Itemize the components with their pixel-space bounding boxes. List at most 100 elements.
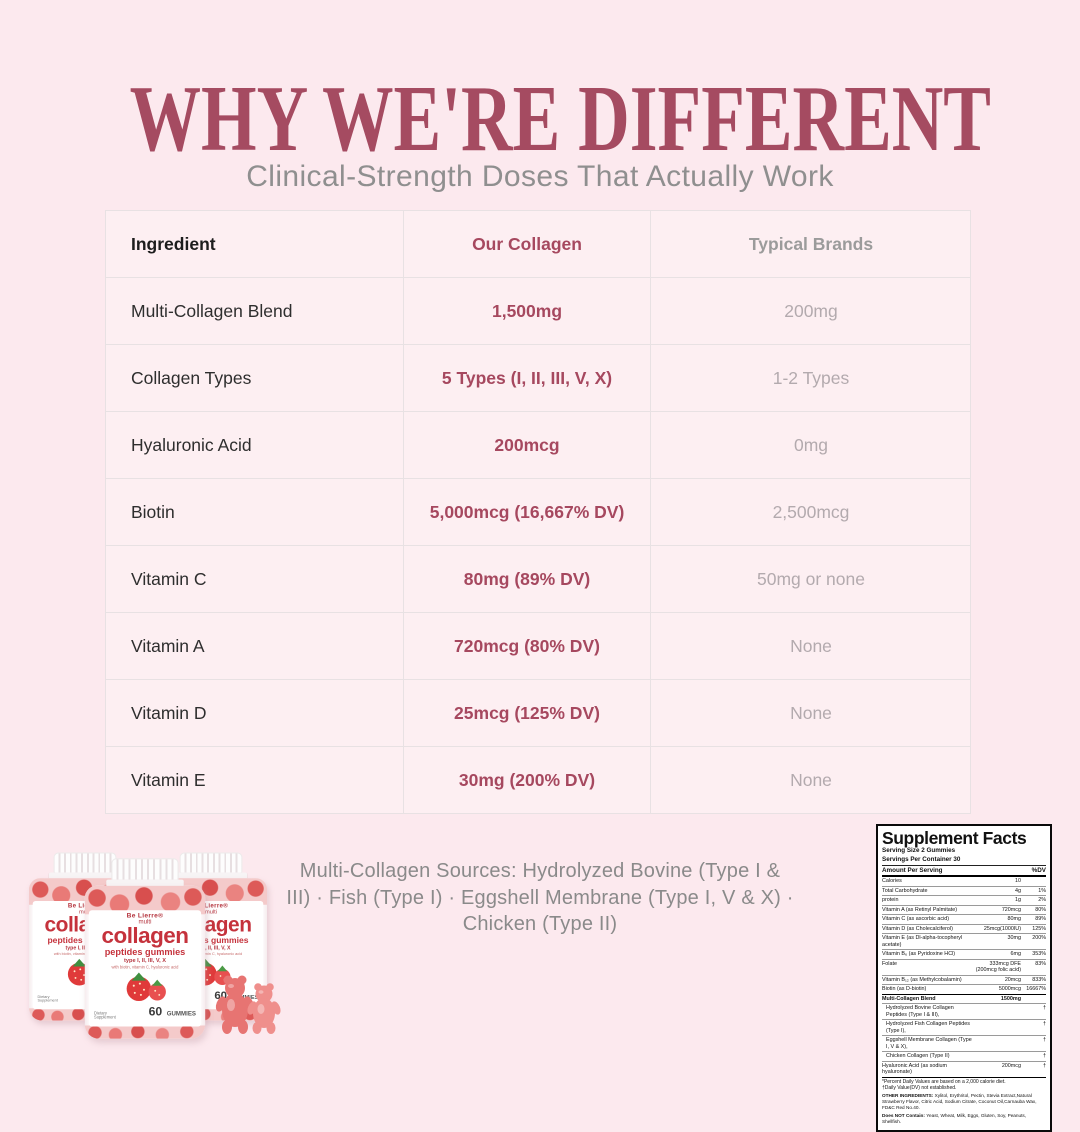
typical-brands-cell: None	[790, 769, 832, 790]
typical-brands-cell: None	[790, 635, 832, 656]
facts-row: Eggshell Membrane Collagen (Type I, V & …	[882, 1035, 1046, 1051]
gummies-through-bottle	[84, 885, 206, 915]
our-collagen-cell: 5 Types (I, II, III, V, X)	[404, 345, 651, 411]
facts-nutrient-name: Vitamin B₆ (as Pyridoxine HCl)	[882, 951, 956, 958]
facts-amount: 200mcg	[1001, 1062, 1021, 1069]
facts-dv-label: %DV	[1031, 867, 1046, 875]
typical-brands-cell: 0mg	[793, 434, 829, 455]
label-multi: multi	[204, 909, 218, 916]
facts-amount: 4g	[1015, 887, 1021, 894]
product-subname: peptides gummies	[104, 946, 186, 958]
facts-dv: 200%	[1032, 935, 1046, 942]
page-title: WHY WE'RE DIFFERENT	[129, 67, 991, 171]
label-tagline: with biotin, vitamin C, hyaluronic acid	[179, 951, 243, 956]
facts-dv: †	[1043, 1037, 1046, 1044]
gummy-count: 60	[148, 1003, 163, 1019]
typical-brands-cell: 2,500mcg	[772, 501, 850, 522]
facts-nutrient-name: Hydrolyzed Bovine Collagen Peptides (Typ…	[886, 1005, 954, 1018]
facts-row: Vitamin C (as ascorbic acid) 80mg 89%	[882, 914, 1046, 923]
count-group: 60 GUMMIES	[149, 1002, 196, 1020]
ingredient-cell: Vitamin E	[106, 747, 404, 813]
facts-amount: 6mg	[1010, 951, 1022, 958]
typical-brands-cell: None	[790, 702, 832, 723]
ingredient-cell: Vitamin C	[106, 546, 404, 612]
facts-nutrient-name: Vitamin B₁₂ (as Methylcobalamin)	[882, 976, 962, 983]
table-row: Vitamin D 25mcg (125% DV) None	[106, 679, 970, 746]
facts-nutrient-name: Vitamin A (as Retinyl Palmitate)	[882, 906, 958, 913]
facts-amount: 1500mg	[1000, 995, 1021, 1002]
facts-amount: 25mcg(1000IU)	[983, 925, 1021, 932]
facts-dv: 89%	[1035, 916, 1046, 923]
facts-nutrient-name: Hydrolyzed Fish Collagen Peptides (Type …	[886, 1021, 970, 1034]
facts-nutrient-name: Calories	[882, 878, 902, 885]
facts-amount-header: Amount Per Serving %DV	[882, 865, 1046, 878]
facts-row: Hyaluronic Acid (as sodium hyaluronate) 2…	[882, 1060, 1046, 1077]
typical-brands-cell: 50mg or none	[757, 568, 865, 589]
table-row: Vitamin C 80mg (89% DV) 50mg or none	[106, 545, 970, 612]
facts-row: Vitamin B₁₂ (as Methylcobalamin) 20mcg 833…	[882, 974, 1046, 984]
dietary-supplement-text: Dietary Supplement	[37, 993, 58, 1003]
table-header-row: Ingredient Our Collagen Typical Brands	[106, 211, 970, 277]
our-collagen-header: Our Collagen	[404, 211, 651, 277]
facts-row: Vitamin B₆ (as Pyridoxine HCl) 6mg 353%	[882, 949, 1046, 958]
product-subname: peptides gummies	[173, 935, 249, 945]
facts-dv: 16667%	[1026, 986, 1046, 993]
gummy-count-unit: GUMMIES	[166, 1011, 196, 1018]
facts-amount	[975, 1021, 1021, 1034]
facts-nutrient-name: Vitamin D (as Cholecalciferol)	[882, 925, 953, 932]
facts-dv: †	[1043, 1021, 1046, 1028]
facts-does-not-contain: Does NOT Contain: Yeast, Wheat, Milk, Eg…	[882, 1113, 1046, 1125]
facts-rows: Calories 10 Total Carbohydrate 4g 1% protein 1…	[882, 877, 1046, 1076]
facts-dv: 2%	[1038, 897, 1046, 904]
our-collagen-cell: 25mcg (125% DV)	[404, 680, 651, 746]
collagen-types-text: type I, II, III, V, X	[124, 958, 166, 965]
facts-amount: 30mg	[1007, 935, 1022, 942]
page-subtitle: Clinical-Strength Doses That Actually Wo…	[246, 160, 834, 193]
facts-amount: 1g	[1015, 897, 1021, 904]
our-collagen-cell: 200mcg	[404, 412, 651, 478]
facts-serving-size: Serving Size 2 Gummies	[882, 847, 956, 855]
table-row: Biotin 5,000mcg (16,667% DV) 2,500mcg	[106, 478, 970, 545]
table-row: Vitamin E 30mg (200% DV) None	[106, 746, 970, 813]
our-collagen-cell: 720mcg (80% DV)	[404, 613, 651, 679]
facts-dv	[1021, 996, 1046, 1002]
label-tagline: with biotin, vitamin C, hyaluronic acid	[111, 964, 179, 970]
facts-dv: 125%	[1032, 925, 1046, 932]
facts-amount: 5000mcg	[998, 986, 1021, 993]
facts-other-ingredients: OTHER INGREDIENTS: Xylitol, Erythritol, …	[882, 1093, 1046, 1111]
facts-dv: 353%	[1032, 951, 1046, 958]
table-row: Multi-Collagen Blend 1,500mg 200mg	[106, 277, 970, 344]
facts-nutrient-name: Folate	[882, 960, 897, 967]
label-bottom-row: Dietary Supplement 60 GUMMIES	[89, 1002, 201, 1020]
facts-dv: †	[1043, 1062, 1046, 1069]
facts-row: Vitamin A (as Retinyl Palmitate) 720mcg 80…	[882, 904, 1046, 914]
facts-row: Total Carbohydrate 4g 1%	[882, 885, 1046, 895]
supplement-facts-label: Supplement Facts Serving Size 2 Gummies …	[876, 824, 1052, 1132]
product-bottles-image: Be Lierre® multi collagen peptides gummi…	[26, 838, 281, 1039]
facts-nutrient-name: Vitamin C (as ascorbic acid)	[882, 916, 950, 923]
typical-brands-cell: 200mg	[784, 300, 838, 321]
facts-title: Supplement Facts	[882, 828, 1027, 848]
facts-amount	[975, 1053, 1021, 1059]
bottle-cap-rim	[106, 879, 184, 887]
bottle-cap-rim	[174, 872, 248, 880]
facts-dv	[1021, 878, 1046, 884]
facts-nutrient-name: protein	[882, 897, 899, 904]
table-row: Collagen Types 5 Types (I, II, III, V, X)…	[106, 344, 970, 411]
sources-text: Multi-Collagen Sources: Hydrolyzed Bovin…	[286, 860, 794, 936]
facts-row: protein 1g 2%	[882, 895, 1046, 904]
facts-dv: †	[1043, 1005, 1046, 1012]
typical-brands-header: Typical Brands	[748, 233, 874, 254]
brand-name: Be Lierre®	[193, 902, 229, 910]
table-row: Vitamin A 720mcg (80% DV) None	[106, 612, 970, 679]
facts-amount: 333mcg DFE (200mcg folic acid)	[975, 960, 1021, 974]
facts-dv: 83%	[1035, 960, 1046, 967]
ingredient-cell: Vitamin D	[106, 680, 404, 746]
facts-amount: 720mcg	[1001, 906, 1021, 913]
bottle-cap	[111, 858, 179, 881]
comparison-table: Ingredient Our Collagen Typical Brands Mult…	[105, 210, 971, 814]
facts-row: Vitamin E (as Dl-alpha-tocopheryl acetat…	[882, 933, 1046, 949]
facts-row: Hydrolyzed Fish Collagen Peptides (Type …	[882, 1019, 1046, 1035]
our-collagen-cell: 30mg (200% DV)	[404, 747, 651, 813]
facts-footnote-1: *Percent Daily Values are based on a 2,0…	[882, 1076, 1046, 1085]
